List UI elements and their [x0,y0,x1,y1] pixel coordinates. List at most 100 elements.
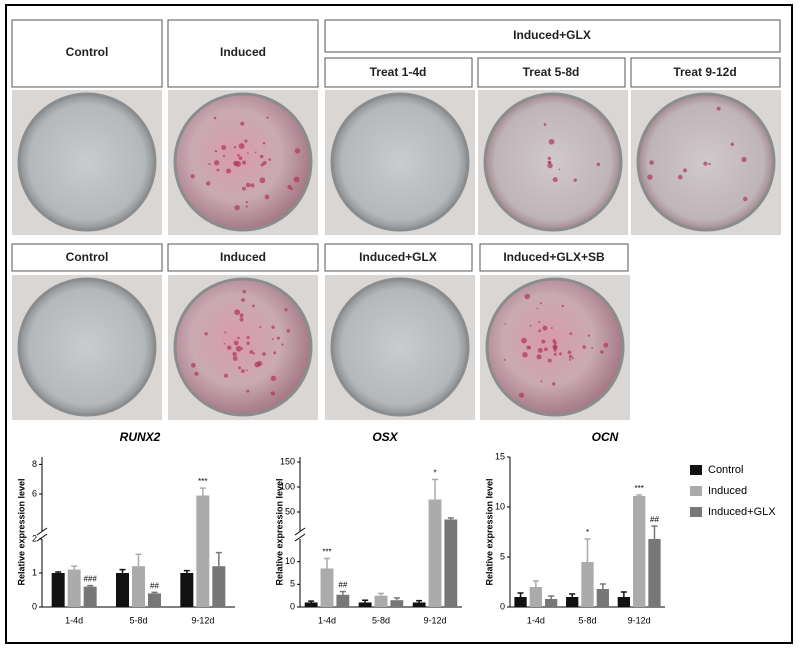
stain [730,142,735,147]
significance: ## [650,515,659,524]
stain [242,289,247,294]
bar [566,597,579,607]
stain [240,121,245,126]
stain [214,150,218,153]
stain [293,176,300,183]
stain [241,298,245,302]
label: Induced+GLX [359,250,437,264]
legend-swatch [690,465,702,475]
label: Induced+GLX [513,28,591,42]
significance: * [586,528,589,537]
stain [276,336,281,340]
stain [252,352,255,355]
stain [223,373,228,378]
stain [647,174,653,180]
y-axis-label: Relative expression level [274,478,284,585]
stain [237,154,240,157]
well [330,92,470,232]
significance: ## [150,581,159,590]
label: Induced+GLX+SB [503,250,605,264]
stain [233,340,239,346]
stain [571,357,574,360]
stain [232,356,238,361]
bar [514,597,527,607]
stain [553,341,557,345]
label: Treat 9-12d [673,65,736,79]
stain [552,382,556,386]
stain [521,337,527,344]
stain [558,168,561,171]
panel-labels: Control Induced Induced+GLX Treat 1-4d T… [11,19,781,272]
chart-title: OSX [372,430,398,444]
stain [238,156,243,161]
stain [522,351,528,358]
stain [542,325,548,331]
stain [518,392,525,398]
stain [536,307,539,310]
well [483,92,623,232]
stain [741,156,747,163]
stain [246,369,248,371]
stain [224,331,227,334]
stain [281,343,284,346]
bar [148,593,161,607]
stain [226,168,232,174]
y-tick-label: 15 [495,451,505,461]
stain [716,106,721,111]
stain [526,345,531,350]
x-tick-label: 1-4d [527,615,545,625]
y-tick-label: 1 [32,567,37,577]
stain [568,354,573,359]
bar [428,499,442,607]
bar [444,519,458,607]
bar [581,562,594,607]
stain [547,156,551,161]
stain [235,345,242,352]
stain [250,183,255,188]
stain [259,325,262,328]
stain [290,187,294,190]
well [17,277,157,417]
stain [252,304,255,308]
legend-swatch [690,486,702,496]
stain [287,184,292,190]
stain [242,160,247,165]
stain [237,336,240,340]
y-tick-label: 5 [290,579,295,589]
significance: * [433,469,436,478]
stain [204,332,208,336]
label: Control [66,250,109,264]
label: Induced [220,45,266,59]
stain [683,168,687,173]
bar [529,587,542,607]
stain [227,345,232,350]
stain [264,194,270,200]
stain [254,361,261,368]
stain [247,152,249,155]
x-tick-label: 5-8d [578,615,596,625]
significance: *** [198,477,207,486]
bar [596,589,609,607]
stain [216,168,220,172]
stain [214,160,220,166]
significance: *** [322,548,331,557]
stain [273,351,277,355]
stain [503,358,506,361]
stain [233,145,237,149]
bar [617,597,631,607]
stain [194,371,199,376]
stain [538,321,541,324]
bar [212,566,226,607]
stain [208,163,211,166]
stain [504,322,507,325]
stain [238,366,242,370]
stain [284,308,288,312]
stain [548,138,555,145]
bar [83,586,97,607]
stain [254,151,257,154]
stain [569,332,573,335]
label: Treat 1-4d [370,65,427,79]
bar [304,602,318,607]
bar [648,539,661,607]
stain [222,155,226,158]
